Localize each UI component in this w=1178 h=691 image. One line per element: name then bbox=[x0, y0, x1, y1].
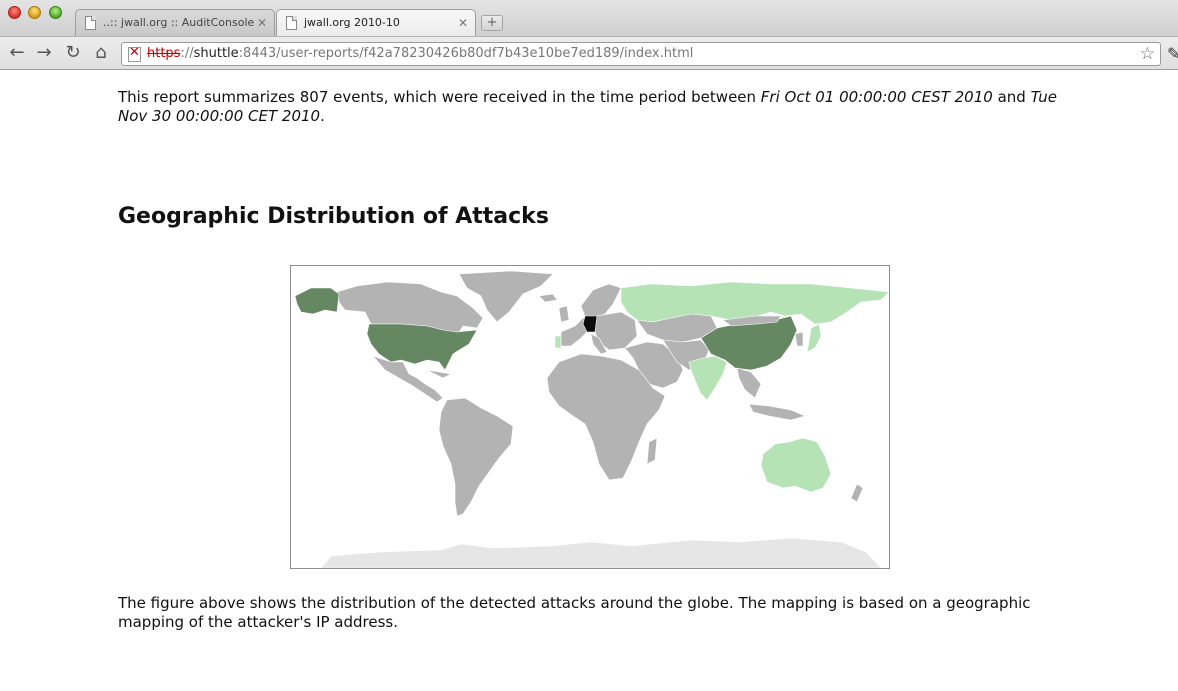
tab-auditconsole[interactable]: ..:: jwall.org :: AuditConsole ✕ bbox=[75, 9, 275, 36]
summary-and: and bbox=[992, 88, 1031, 106]
page-icon bbox=[286, 16, 297, 30]
country-korea bbox=[794, 331, 804, 347]
close-tab-icon[interactable]: ✕ bbox=[457, 16, 468, 30]
country-united-states bbox=[366, 323, 478, 371]
back-arrow-icon[interactable]: ← bbox=[9, 42, 25, 63]
report-summary: This report summarizes 807 events, which… bbox=[118, 88, 1078, 126]
section-heading: Geographic Distribution of Attacks bbox=[118, 204, 549, 229]
country-japan bbox=[806, 323, 822, 353]
url-separator: :// bbox=[180, 46, 194, 61]
tab-bar: ..:: jwall.org :: AuditConsole ✕ jwall.o… bbox=[0, 0, 1178, 36]
tab-report[interactable]: jwall.org 2010-10 ✕ bbox=[276, 9, 476, 36]
summary-prefix: This report summarizes 807 events, which… bbox=[118, 88, 761, 106]
country-cuba bbox=[426, 369, 452, 379]
url-text[interactable]: https://shuttle:8443/user-reports/f42a78… bbox=[147, 43, 693, 65]
forward-arrow-icon[interactable]: → bbox=[36, 42, 52, 63]
country-united-kingdom bbox=[558, 305, 570, 323]
page-icon bbox=[85, 16, 96, 30]
close-window-button[interactable] bbox=[8, 6, 21, 19]
tab-title: ..:: jwall.org :: AuditConsole bbox=[103, 16, 255, 29]
world-map-svg bbox=[294, 270, 889, 568]
country-italy bbox=[590, 333, 608, 355]
address-bar[interactable]: https://shuttle:8443/user-reports/f42a78… bbox=[121, 42, 1161, 66]
toolbar: ← → ↻ ⌂ https://shuttle:8443/user-report… bbox=[0, 36, 1178, 70]
zoom-window-button[interactable] bbox=[49, 6, 62, 19]
bookmark-star-icon[interactable]: ☆ bbox=[1139, 44, 1155, 64]
url-host: shuttle bbox=[193, 46, 239, 61]
country-portugal bbox=[554, 335, 562, 349]
country-madagascar bbox=[646, 437, 658, 465]
tab-title: jwall.org 2010-10 bbox=[304, 16, 400, 29]
country-africa bbox=[546, 353, 666, 481]
url-scheme: https bbox=[147, 46, 181, 61]
country-canada bbox=[336, 281, 484, 337]
country-iceland bbox=[538, 293, 558, 303]
start-date: Fri Oct 01 00:00:00 CEST 2010 bbox=[760, 88, 993, 106]
country-india bbox=[688, 355, 728, 401]
reload-icon[interactable]: ↻ bbox=[65, 42, 81, 63]
minimize-window-button[interactable] bbox=[28, 6, 41, 19]
close-tab-icon[interactable]: ✕ bbox=[256, 16, 267, 30]
home-icon[interactable]: ⌂ bbox=[95, 42, 107, 63]
broken-lock-icon bbox=[128, 45, 141, 62]
country-australia bbox=[760, 437, 832, 493]
country-brazil bbox=[438, 397, 514, 517]
figure-caption: The figure above shows the distribution … bbox=[118, 594, 1031, 631]
world-map bbox=[290, 265, 890, 569]
country-new-zealand bbox=[850, 483, 864, 503]
summary-suffix: . bbox=[320, 107, 325, 125]
end-date: Tue Nov 30 00:00:00 CET 2010 bbox=[118, 88, 1057, 125]
country-alaska bbox=[294, 287, 340, 315]
country-antarctica bbox=[320, 537, 882, 568]
country-greenland bbox=[458, 270, 554, 323]
new-tab-button[interactable]: + bbox=[481, 15, 503, 31]
country-middle-east bbox=[624, 341, 684, 389]
url-path: :8443/user-reports/f42a78230426b80df7b43… bbox=[238, 46, 694, 61]
country-mongolia bbox=[722, 315, 782, 327]
country-southeast-asia bbox=[736, 367, 762, 399]
wrench-icon[interactable]: ✎ bbox=[1167, 44, 1178, 63]
country-indonesia bbox=[748, 403, 806, 421]
country-mexico bbox=[372, 355, 444, 403]
